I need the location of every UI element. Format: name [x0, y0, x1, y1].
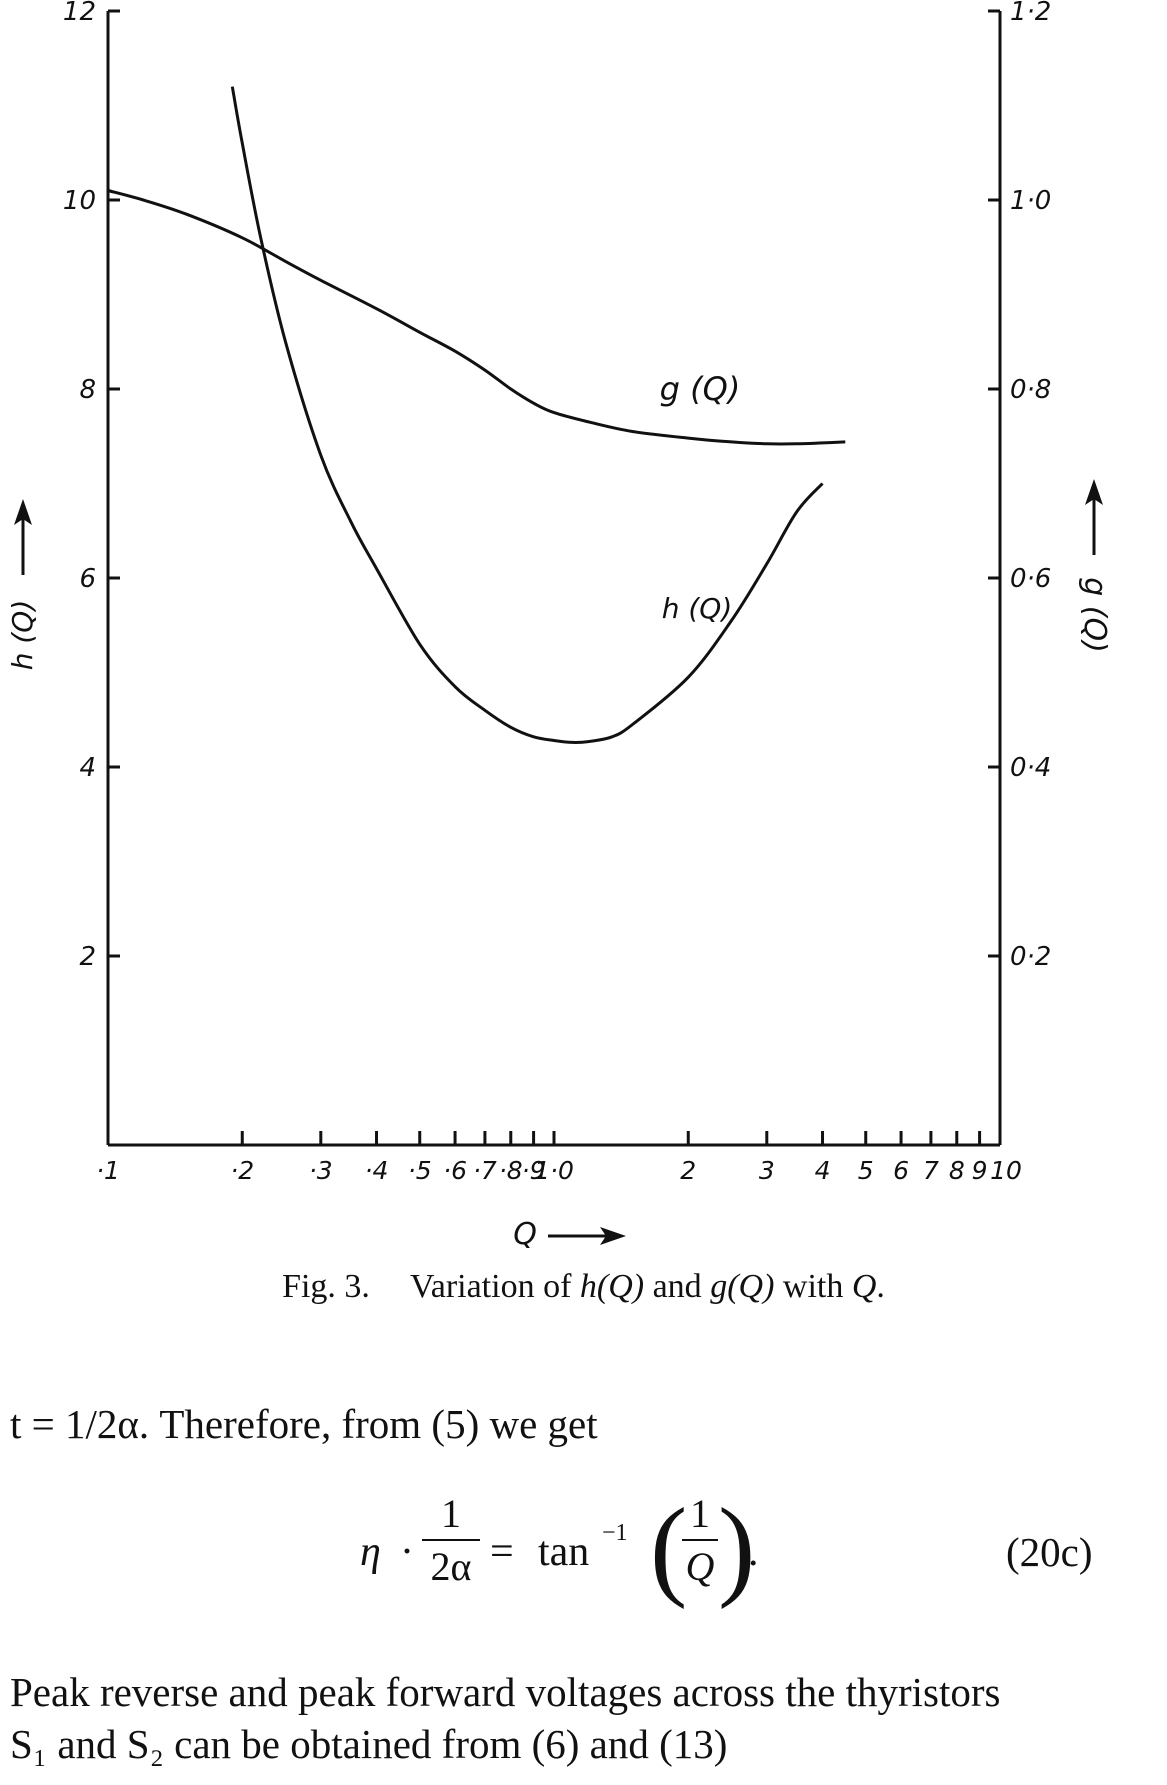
- equation-20c: η · 1 2α = tan −1 ( 1 Q ) . (20c): [0, 1486, 1167, 1640]
- eq-right-paren: ): [718, 1486, 756, 1610]
- y-left-tick-label: 10: [63, 186, 96, 216]
- caption-g: g: [710, 1268, 728, 1305]
- eq-left-paren: (: [650, 1486, 688, 1610]
- eq-number: (20c): [1006, 1529, 1093, 1575]
- y-left-tick-label: 2: [79, 942, 96, 972]
- y-left-tick-label: 6: [79, 564, 96, 594]
- y-right-tick-label: 0·8: [1010, 375, 1051, 405]
- body-line-3: S₁ and S₂ can be obtained from (6) and (…: [10, 1721, 728, 1767]
- x-tick-label: 7: [923, 1156, 939, 1185]
- body-line-2: Peak reverse and peak forward voltages a…: [10, 1669, 1001, 1715]
- eq-tan: tan: [538, 1529, 590, 1575]
- x-tick-label: ·5: [408, 1156, 432, 1185]
- x-tick-label: 8: [949, 1156, 965, 1185]
- x-tick-label: 5: [858, 1156, 874, 1185]
- x-tick-label: ·3: [309, 1156, 333, 1185]
- y-left-axis-label-group: h (Q): [6, 499, 39, 670]
- chart-axes: ·1·2·3·4·5·6·7·8·91·0 2 3 4 5 6 7 8 9 10246810120…: [6, 0, 1112, 1250]
- eq-frac1-bar: [422, 1539, 480, 1541]
- eq-frac1-num: 1: [441, 1491, 461, 1536]
- caption-q2: (Q): [727, 1268, 775, 1305]
- chart-plot-area: g (Q) h (Q): [107, 86, 846, 744]
- x-tick-label: ·8: [499, 1156, 523, 1185]
- chart-figure: ·1·2·3·4·5·6·7·8·91·0 2 3 4 5 6 7 8 9 10246810120…: [6, 0, 1112, 1250]
- caption-end: .: [876, 1268, 885, 1305]
- caption-text-pre: Variation of: [409, 1268, 580, 1305]
- y-left-tick-label: 12: [63, 0, 96, 27]
- eq-frac2-num: 1: [690, 1491, 710, 1536]
- x-axis-label: Q: [513, 1217, 537, 1250]
- caption-with: with: [774, 1268, 852, 1305]
- y-left-tick-label: 8: [79, 375, 96, 405]
- x-tick-label: 2: [680, 1156, 696, 1185]
- y-left-axis-arrow-head: [14, 499, 32, 525]
- x-tick-label: 4: [815, 1156, 831, 1185]
- x-tick-label: 9: [972, 1156, 988, 1185]
- caption-and: and: [644, 1268, 711, 1305]
- y-left-axis-label: h (Q): [6, 600, 39, 671]
- eq-superscript: −1: [602, 1520, 628, 1546]
- x-tick-label: 1·0: [534, 1156, 574, 1185]
- h-q-curve-label: h (Q): [662, 592, 733, 625]
- x-tick-label: 10: [990, 1156, 1022, 1185]
- eq-fraction-1: 1 2α: [422, 1490, 480, 1590]
- y-right-tick-label: 1·2: [1010, 0, 1051, 27]
- eq-dot: ·: [400, 1529, 414, 1575]
- eq-equals: =: [490, 1529, 514, 1575]
- x-tick-label: ·1: [96, 1156, 120, 1185]
- y-right-tick-label: 1·0: [1010, 186, 1051, 216]
- x-tick-label: ·7: [473, 1156, 497, 1185]
- y-right-tick-label: 0·4: [1010, 753, 1051, 783]
- eq-period: .: [748, 1529, 759, 1575]
- y-right-tick-label: 0·2: [1010, 942, 1051, 972]
- eq-eta: η: [360, 1529, 381, 1575]
- y-right-tick-label: 0·6: [1010, 564, 1051, 594]
- eq-frac2-den: Q: [685, 1544, 715, 1589]
- y-right-axis-arrow-head: [1085, 479, 1103, 505]
- g-q-curve-label: g (Q): [660, 370, 741, 408]
- caption-q1: (Q): [596, 1268, 645, 1305]
- caption-q3: Q: [851, 1268, 877, 1305]
- y-right-axis-label: g (Q): [1077, 577, 1112, 653]
- g-q-curve: [107, 189, 846, 446]
- body-line-1: t = 1/2α. Therefore, from (5) we get: [10, 1401, 598, 1447]
- y-right-axis-label-group: g (Q): [1077, 479, 1112, 653]
- h-q-curve: [230, 86, 824, 744]
- x-tick-label: ·6: [443, 1156, 467, 1185]
- eq-frac2-bar: [682, 1539, 718, 1541]
- eq-frac1-den: 2α: [430, 1544, 472, 1589]
- x-tick-label: ·4: [365, 1156, 389, 1185]
- eq-fraction-2: 1 Q: [682, 1490, 718, 1590]
- x-axis-arrow-head: [600, 1227, 626, 1245]
- caption-h: h: [579, 1268, 597, 1305]
- x-tick-label: ·2: [230, 1156, 254, 1185]
- x-tick-label: 6: [893, 1156, 909, 1185]
- x-tick-label: 3: [759, 1156, 775, 1185]
- figure-caption: Fig. 3. Variation of h(Q) and g(Q) with Q…: [0, 1268, 1167, 1306]
- caption-fig-number: Fig. 3.: [282, 1268, 370, 1305]
- x-tick-label: ·9: [522, 1156, 546, 1185]
- y-left-tick-label: 4: [79, 753, 96, 783]
